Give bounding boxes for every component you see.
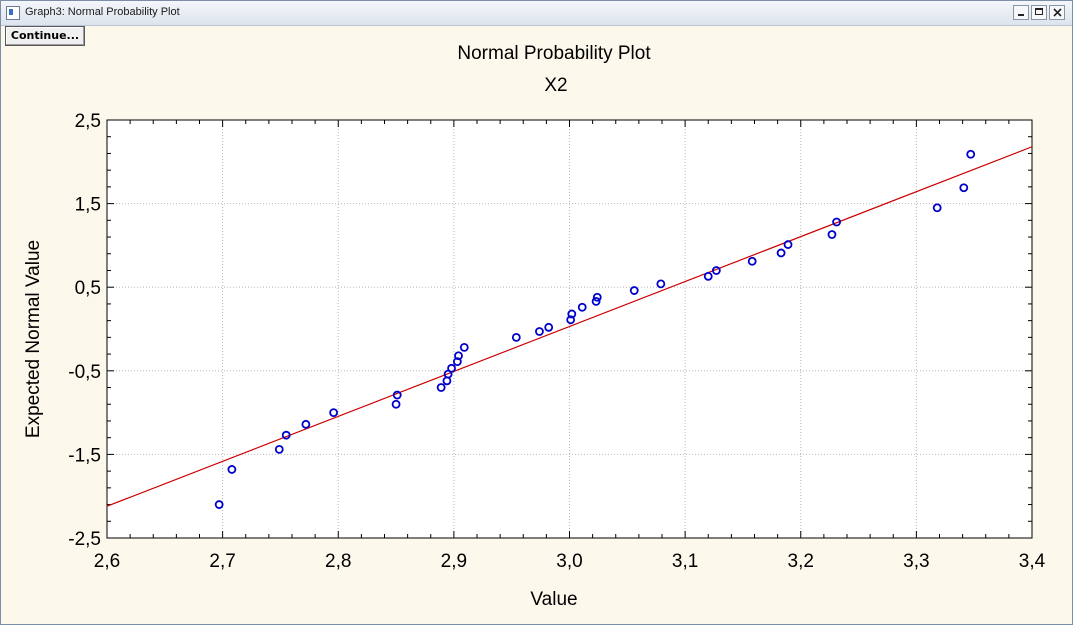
data-point: [566, 315, 576, 325]
x-tick-label: 2,6: [94, 551, 120, 572]
data-point: [747, 256, 757, 266]
reference-line: [106, 146, 1033, 507]
y-tick-label: -1,5: [68, 445, 101, 466]
x-tick-label: 3,1: [672, 551, 698, 572]
data-point: [629, 286, 639, 295]
data-point: [832, 217, 841, 227]
reference-line-layer: [106, 146, 1033, 507]
data-point: [329, 408, 339, 418]
data-point: [827, 230, 837, 239]
data-point: [711, 266, 721, 275]
title-bar[interactable]: Graph3: Normal Probability Plot: [1, 1, 1072, 26]
data-point: [301, 419, 311, 429]
data-point: [392, 390, 402, 400]
x-tick-label: 2,9: [441, 551, 467, 572]
x-tick-label: 2,7: [209, 551, 235, 572]
x-tick-label: 3,4: [1019, 551, 1046, 572]
data-point: [535, 327, 544, 336]
data-point: [703, 271, 713, 281]
data-point: [656, 279, 666, 289]
data-point: [214, 500, 224, 509]
data-point: [776, 248, 786, 258]
y-axis-label: Expected Normal Value: [23, 240, 44, 438]
data-point: [591, 297, 601, 306]
data-point: [966, 149, 976, 159]
y-tick-label: 2,5: [75, 111, 101, 132]
x-tick-label: 3,0: [556, 551, 582, 572]
data-point: [436, 383, 446, 392]
data-point: [577, 302, 587, 312]
y-tick-label: -0,5: [68, 362, 101, 383]
chart-title: Normal Probability Plot: [457, 43, 651, 64]
data-point: [511, 332, 521, 342]
data-point: [274, 444, 284, 454]
x-tick-label: 3,2: [788, 551, 814, 572]
x-axis-label: Value: [530, 589, 577, 610]
data-point: [592, 292, 602, 302]
chart-subtitle: X2: [544, 75, 567, 96]
maximize-icon[interactable]: [1031, 5, 1047, 20]
y-tick-label: -2,5: [68, 529, 101, 550]
y-tick-label: 0,5: [75, 278, 101, 299]
data-point: [452, 357, 462, 367]
plot-area: [106, 119, 1033, 539]
x-tick-label: 3,3: [903, 551, 929, 572]
data-point: [454, 351, 463, 361]
data-point: [447, 363, 456, 373]
data-points: [214, 149, 976, 509]
data-point: [281, 430, 291, 440]
data-point: [567, 309, 577, 319]
y-tick-label: 1,5: [75, 195, 101, 216]
grid: [107, 120, 1032, 538]
data-point: [544, 322, 554, 332]
x-tick-label: 2,8: [325, 551, 351, 572]
close-icon[interactable]: [1049, 5, 1065, 20]
window-title: Graph3: Normal Probability Plot: [25, 6, 180, 18]
data-point: [932, 203, 942, 213]
data-point: [959, 183, 969, 193]
minimize-icon[interactable]: [1013, 5, 1029, 20]
app-icon: [6, 6, 20, 20]
data-point: [783, 240, 793, 249]
data-point: [227, 465, 237, 474]
continue-button[interactable]: Continue...: [5, 26, 85, 46]
data-point: [459, 342, 469, 352]
axis-ticks: 2,6 2,7 2,8 2,9 3,0 3,1 3,2 3,3 3,4 2,5 1,5 0,5 -0,5…: [68, 111, 1045, 572]
data-point: [391, 399, 401, 409]
